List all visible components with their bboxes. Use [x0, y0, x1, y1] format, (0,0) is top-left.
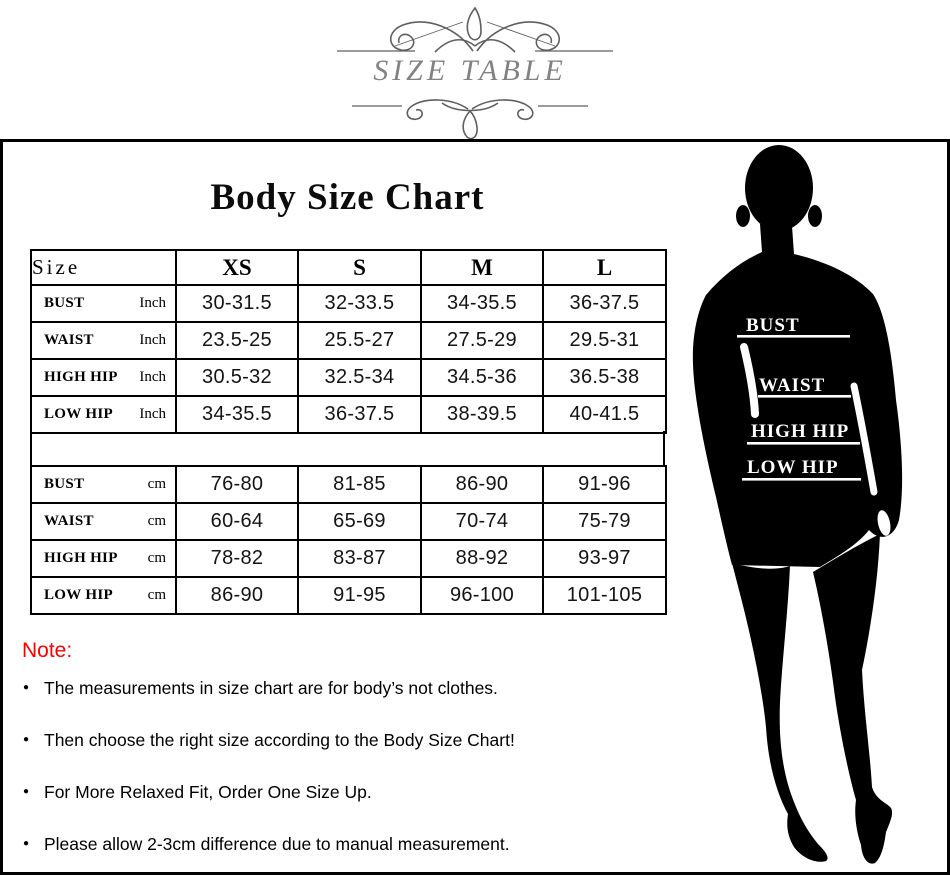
measurement-label: WAIST [44, 513, 94, 529]
size-value: 91-95 [297, 576, 422, 615]
size-value: 96-100 [420, 576, 544, 615]
size-value: 36.5-38 [542, 358, 667, 397]
low-hip-line [742, 478, 861, 481]
arm-gap-right [850, 382, 878, 496]
table-row: HIGH HIP Inch 30.5-32 32.5-34 34.5-36 36.… [30, 358, 667, 397]
unit-label: Inch [139, 295, 166, 311]
size-col-l: L [542, 249, 667, 286]
size-value: 34.5-36 [420, 358, 544, 397]
size-value: 29.5-31 [542, 321, 667, 360]
size-value: 88-92 [420, 539, 544, 578]
note-item: For More Relaxed Fit, Order One Size Up. [22, 782, 642, 803]
figure-label-high-hip: HIGH HIP [751, 421, 849, 442]
size-header-label: Size [30, 249, 177, 286]
note-item: Please allow 2-3cm difference due to man… [22, 834, 642, 855]
size-value: 36-37.5 [542, 284, 667, 323]
size-value: 81-85 [297, 465, 422, 504]
measurement-label: WAIST [44, 332, 94, 348]
table-header-row: Size XS S M L [30, 249, 667, 286]
measurement-label: HIGH HIP [44, 369, 118, 385]
table-row: BUST cm 76-80 81-85 86-90 91-96 [30, 465, 667, 504]
size-value: 36-37.5 [297, 395, 422, 434]
size-value: 83-87 [297, 539, 422, 578]
table-row: WAIST Inch 23.5-25 25.5-27 27.5-29 29.5-3… [30, 321, 667, 360]
size-value: 25.5-27 [297, 321, 422, 360]
size-value: 34-35.5 [420, 284, 544, 323]
unit-label: cm [147, 550, 166, 566]
figure-label-low-hip: LOW HIP [747, 457, 839, 478]
unit-label: cm [147, 587, 166, 603]
measurement-label: BUST [44, 295, 85, 311]
bust-line [737, 335, 850, 338]
size-value: 32-33.5 [297, 284, 422, 323]
measurement-label: LOW HIP [44, 406, 113, 422]
size-value: 93-97 [542, 539, 667, 578]
figure-label-bust: BUST [746, 315, 800, 336]
measurement-label: HIGH HIP [44, 550, 118, 566]
size-col-s: S [297, 249, 422, 286]
ornament-flourish-top [337, 6, 613, 53]
hand-gap [877, 510, 891, 536]
note-section: Note: The measurements in size chart are… [22, 639, 642, 886]
size-table-inch: Size XS S M L BUST Inch 30-31.5 32-33.5 3… [30, 249, 667, 434]
size-value: 91-96 [542, 465, 667, 504]
content-frame [0, 139, 950, 875]
unit-label: Inch [139, 406, 166, 422]
note-title: Note: [22, 639, 73, 662]
table-row: BUST Inch 30-31.5 32-33.5 34-35.5 36-37.5 [30, 284, 667, 323]
page-title: Body Size Chart [210, 177, 485, 218]
size-value: 75-79 [542, 502, 667, 541]
note-item: The measurements in size chart are for b… [22, 678, 642, 699]
banner-title: SIZE TABLE [373, 54, 567, 87]
measurement-label: LOW HIP [44, 587, 113, 603]
size-value: 30.5-32 [175, 358, 299, 397]
size-value: 32.5-34 [297, 358, 422, 397]
size-value: 30-31.5 [175, 284, 299, 323]
size-value: 34-35.5 [175, 395, 299, 434]
table-row: HIGH HIP cm 78-82 83-87 88-92 93-97 [30, 539, 667, 578]
size-value: 60-64 [175, 502, 299, 541]
note-list: The measurements in size chart are for b… [22, 678, 642, 855]
measurement-label: BUST [44, 476, 85, 492]
size-value: 23.5-25 [175, 321, 299, 360]
size-value: 38-39.5 [420, 395, 544, 434]
unit-label: cm [147, 513, 166, 529]
note-item: Then choose the right size according to … [22, 730, 642, 751]
table-spacer [30, 431, 665, 466]
table-row: LOW HIP Inch 34-35.5 36-37.5 38-39.5 40-4… [30, 395, 667, 434]
size-col-m: M [420, 249, 544, 286]
size-value: 70-74 [420, 502, 544, 541]
waist-line [758, 395, 851, 398]
size-value: 86-90 [175, 576, 299, 615]
size-value: 76-80 [175, 465, 299, 504]
size-value: 101-105 [542, 576, 667, 615]
unit-label: Inch [139, 369, 166, 385]
figure-label-waist: WAIST [759, 375, 825, 396]
size-value: 27.5-29 [420, 321, 544, 360]
table-row: WAIST cm 60-64 65-69 70-74 75-79 [30, 502, 667, 541]
size-value: 40-41.5 [542, 395, 667, 434]
arm-gap-left [740, 343, 759, 418]
size-table-cm: BUST cm 76-80 81-85 86-90 91-96 WAIST cm 6… [30, 465, 667, 615]
size-value: 86-90 [420, 465, 544, 504]
size-value: 78-82 [175, 539, 299, 578]
body-silhouette: BUST WAIST HIGH HIP LOW HIP [692, 145, 903, 864]
ornament-flourish-bottom [352, 99, 588, 140]
high-hip-line [747, 442, 860, 445]
unit-label: cm [147, 476, 166, 492]
unit-label: Inch [139, 332, 166, 348]
size-col-xs: XS [175, 249, 299, 286]
size-value: 65-69 [297, 502, 422, 541]
table-row: LOW HIP cm 86-90 91-95 96-100 101-105 [30, 576, 667, 615]
